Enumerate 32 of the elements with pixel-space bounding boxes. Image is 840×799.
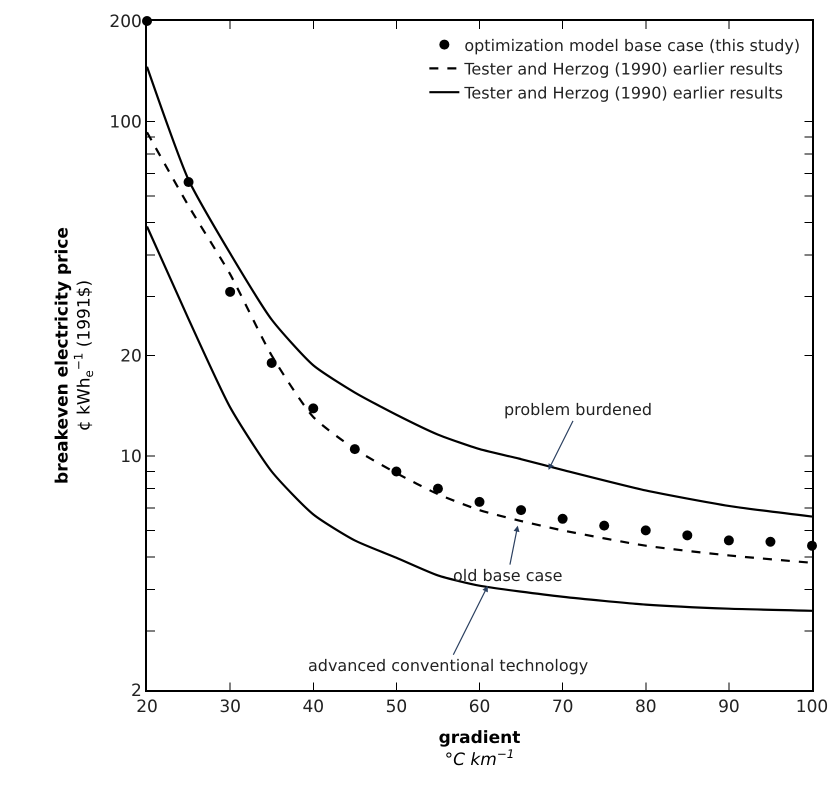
x-tick-label: 100 [796,697,828,718]
x-tick-label: 40 [302,697,324,718]
point [266,358,277,368]
legend-label: Tester and Herzog (1990) earlier results [463,60,783,79]
point [516,505,526,516]
point [308,403,318,414]
x-tick-label: 30 [219,697,241,718]
point [599,520,610,531]
point [225,286,236,297]
x-axis-title: gradient °C km$^{−1}$ [438,728,520,770]
y-tick-label: 100 [109,112,142,133]
point [724,535,734,546]
y-tick-label: 10 [120,447,142,468]
annotation: old base case [453,566,562,585]
x-tick-label: 70 [552,697,574,718]
point [432,484,443,494]
annotation: problem burdened [504,400,652,419]
annotation: advanced conventional technology [308,656,588,675]
point [474,496,484,507]
x-tick-label: 50 [386,697,408,718]
legend-label: Tester and Herzog (1990) earlier results [463,83,783,102]
point [558,514,568,524]
point [765,536,776,547]
point [682,530,692,540]
y-tick-label: 200 [109,12,142,32]
x-tick-label: 80 [634,697,657,718]
point [391,466,402,476]
x-tick-label: 90 [718,697,740,718]
point [640,525,651,536]
y-tick-label: 20 [120,346,142,366]
legend-label: optimization model base case (this study) [464,36,800,55]
x-tick-label: 60 [468,697,490,718]
